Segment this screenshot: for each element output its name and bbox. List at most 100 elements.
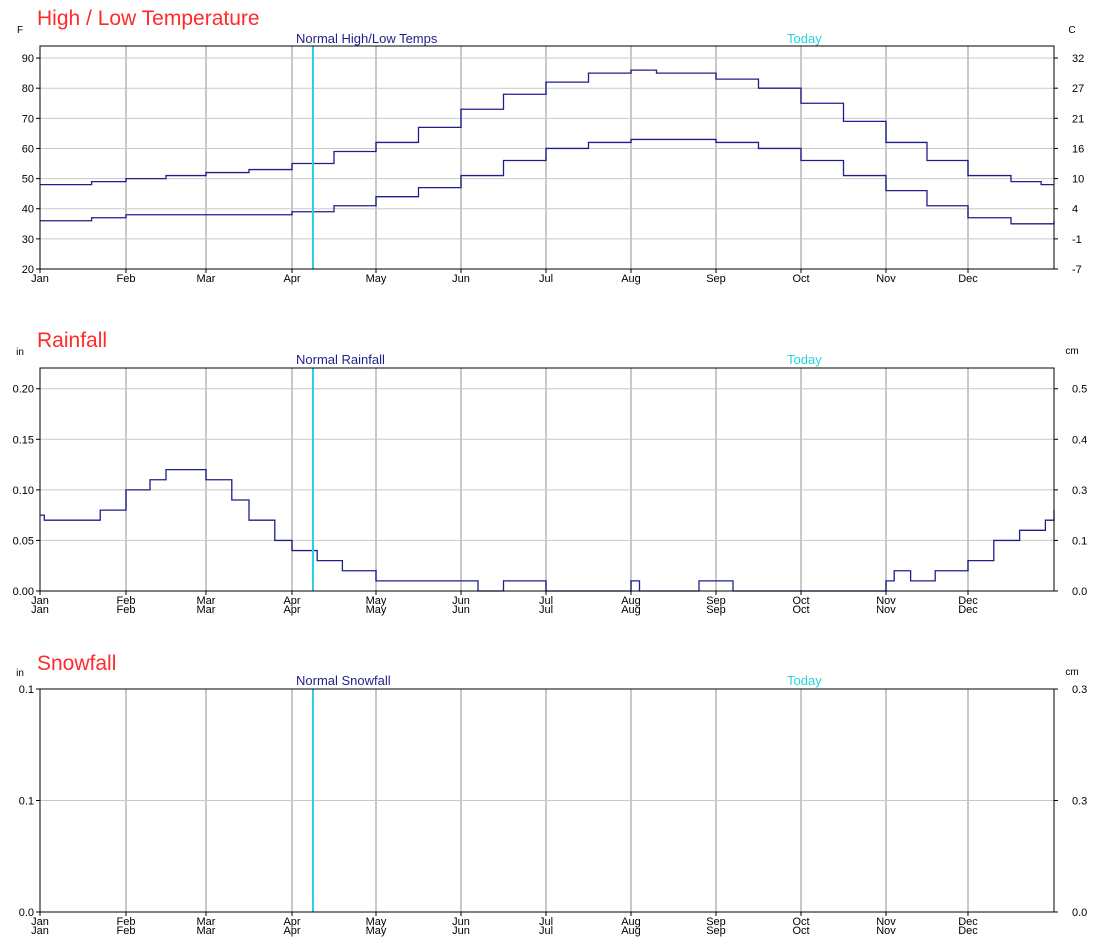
left-tick-label: 0.15 [13,434,34,446]
x-tick-label: Jul [539,916,553,928]
left-tick-label: 50 [22,174,34,186]
x-tick-label: Nov [876,925,896,937]
x-tick-label: Feb [117,925,136,937]
x-tick-label: Sep [706,604,726,616]
today-label: Today [787,673,822,688]
x-tick-label: Sep [706,925,726,937]
x-tick-label: Dec [958,595,978,607]
right-tick-label: 10 [1072,174,1084,186]
right-tick-label: 0.0 [1072,907,1087,919]
x-tick-label: Apr [283,595,300,607]
x-tick-label: Jun [452,916,470,928]
x-tick-label: Nov [876,916,896,928]
x-tick-label: May [366,595,387,607]
x-tick-label: Nov [876,273,896,285]
right-unit-label: cm [1065,667,1078,678]
x-tick-label: Apr [283,273,300,285]
plot-frame [39,688,1055,913]
today-label: Today [787,31,822,46]
x-tick-label: Aug [621,925,641,937]
chart-title: Rainfall [37,329,107,352]
right-tick-label: 0.1 [1072,535,1087,547]
series-label: Normal Snowfall [296,673,391,688]
x-tick-label: Feb [117,916,136,928]
right-tick-label: -7 [1072,264,1082,276]
x-tick-label: Apr [283,916,300,928]
x-tick-label: Nov [876,604,896,616]
right-tick-label: 4 [1072,204,1078,216]
x-tick-label: May [366,604,387,616]
series-label: Normal Rainfall [296,352,385,367]
series-label: Normal High/Low Temps [296,31,438,46]
left-unit-label: in [16,347,24,358]
x-tick-label: Dec [958,925,978,937]
right-tick-label: 27 [1072,83,1084,95]
x-tick-label: Aug [621,604,641,616]
x-tick-label: Aug [621,595,641,607]
plot-frame [39,367,1055,592]
left-tick-label: 0.0 [19,907,34,919]
x-tick-label: Jul [539,595,553,607]
plot-frame [39,45,1055,270]
x-tick-label: Jun [452,273,470,285]
left-tick-label: 0.05 [13,535,34,547]
right-tick-label: 0.5 [1072,384,1087,396]
left-tick-label: 0.10 [13,485,34,497]
x-tick-label: Jun [452,604,470,616]
x-tick-label: Oct [792,925,809,937]
x-tick-label: Jul [539,273,553,285]
x-tick-label: Jan [31,273,49,285]
x-tick-label: Sep [706,916,726,928]
left-tick-label: 70 [22,113,34,125]
right-tick-label: 0.3 [1072,684,1087,696]
x-tick-label: Feb [117,595,136,607]
x-tick-label: Jan [31,604,49,616]
x-tick-label: May [366,273,387,285]
x-tick-label: Mar [197,595,216,607]
left-tick-label: 80 [22,83,34,95]
left-tick-label: 30 [22,234,34,246]
right-unit-label: C [1068,25,1075,36]
x-tick-label: Mar [197,916,216,928]
today-label: Today [787,352,822,367]
x-tick-label: Apr [283,604,300,616]
right-tick-label: 16 [1072,143,1084,155]
x-tick-label: Jul [539,604,553,616]
x-tick-label: Oct [792,916,809,928]
right-tick-label: 32 [1072,53,1084,65]
x-tick-label: Jan [31,595,49,607]
panel-2: Snowfall Normal Snowfall Today in cm 0.0 0.0 0.… [16,652,1087,937]
left-tick-label: 0.1 [19,684,34,696]
left-tick-label: 0.1 [19,796,34,808]
left-tick-label: 40 [22,204,34,216]
left-tick-label: 20 [22,264,34,276]
x-tick-label: Feb [117,604,136,616]
right-tick-label: 0.3 [1072,485,1087,497]
x-tick-label: Apr [283,925,300,937]
x-tick-label: Dec [958,604,978,616]
right-tick-label: 0.4 [1072,434,1087,446]
left-tick-label: 90 [22,53,34,65]
left-unit-label: F [17,25,23,36]
x-tick-label: Jul [539,925,553,937]
right-tick-label: -1 [1072,234,1082,246]
x-tick-label: Mar [197,273,216,285]
panel-1: Rainfall Normal Rainfall Today in cm 0.00 0.0 0… [13,329,1088,616]
right-tick-label: 21 [1072,113,1084,125]
left-tick-label: 0.00 [13,586,34,598]
x-tick-label: May [366,925,387,937]
left-tick-label: 60 [22,143,34,155]
x-tick-label: Aug [621,916,641,928]
x-tick-label: Oct [792,595,809,607]
x-tick-label: Jan [31,916,49,928]
right-tick-label: 0.3 [1072,796,1087,808]
x-tick-label: Dec [958,916,978,928]
series-line-0 [40,69,1054,186]
x-tick-label: Sep [706,595,726,607]
left-tick-label: 0.20 [13,384,34,396]
x-tick-label: Mar [197,925,216,937]
chart-title: High / Low Temperature [37,7,260,30]
x-tick-label: Oct [792,604,809,616]
x-tick-label: Jun [452,595,470,607]
